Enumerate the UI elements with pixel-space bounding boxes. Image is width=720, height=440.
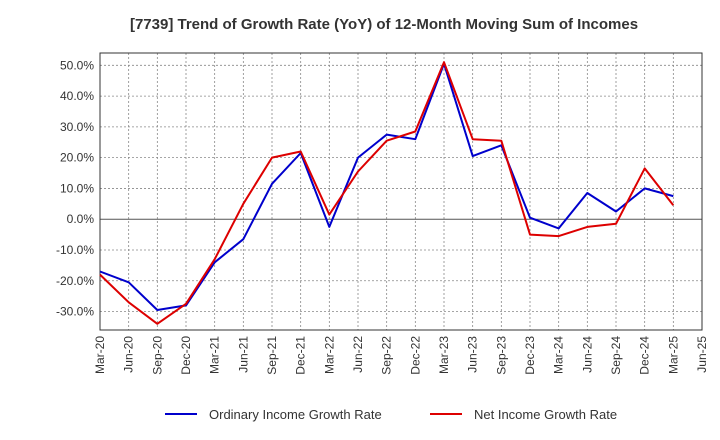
x-tick-label: Jun-22 [351,336,365,373]
y-tick-label: 30.0% [60,120,94,134]
y-tick-label: -30.0% [56,305,94,319]
x-tick-label: Mar-22 [322,336,336,374]
y-tick-label: 0.0% [67,212,95,226]
x-tick-label: Jun-21 [236,336,250,373]
x-tick-label: Sep-22 [380,336,394,375]
series-line-2 [99,61,675,325]
legend-label: Ordinary Income Growth Rate [209,407,382,422]
x-tick-label: Jun-24 [580,336,594,373]
y-tick-label: 10.0% [60,181,94,195]
x-tick-label: Sep-20 [150,336,164,375]
y-axis: 50.0% 40.0% 30.0% 20.0% 10.0% 0.0% -10.0% -20.0… [56,58,94,318]
x-tick-label: Jun-20 [122,336,136,373]
x-tick-label: Mar-21 [208,336,222,374]
series-line-1 [99,62,674,311]
x-axis: Mar-20 Jun-20 Sep-20 Dec-20 Mar-21 Jun-21 Sep-… [93,336,709,375]
x-tick-label: Dec-21 [294,336,308,375]
x-tick-label: Sep-24 [609,336,623,375]
x-tick-label: Dec-20 [179,336,193,375]
x-tick-label: Mar-23 [437,336,451,374]
x-tick-label: Mar-20 [93,336,107,374]
x-tick-label: Jun-25 [695,336,709,373]
chart-title: [7739] Trend of Growth Rate (YoY) of 12-… [130,16,638,33]
x-tick-label: Dec-23 [523,336,537,375]
y-tick-label: 50.0% [60,58,94,72]
plot-background [100,53,702,330]
y-tick-label: 40.0% [60,89,94,103]
x-tick-label: Dec-22 [408,336,422,375]
x-tick-label: Jun-23 [466,336,480,373]
y-tick-label: 20.0% [60,151,94,165]
plot-border [99,52,703,331]
x-tick-label: Sep-21 [265,336,279,375]
legend: Ordinary Income Growth Rate Net Income Gr… [165,407,617,422]
legend-label: Net Income Growth Rate [474,407,617,422]
x-tick-label: Mar-25 [666,336,680,374]
plot-area [99,52,703,331]
x-tick-label: Dec-24 [638,336,652,375]
y-tick-label: -20.0% [56,274,94,288]
y-tick-label: -10.0% [56,243,94,257]
x-tick-label: Sep-23 [494,336,508,375]
x-tick-label: Mar-24 [552,336,566,374]
